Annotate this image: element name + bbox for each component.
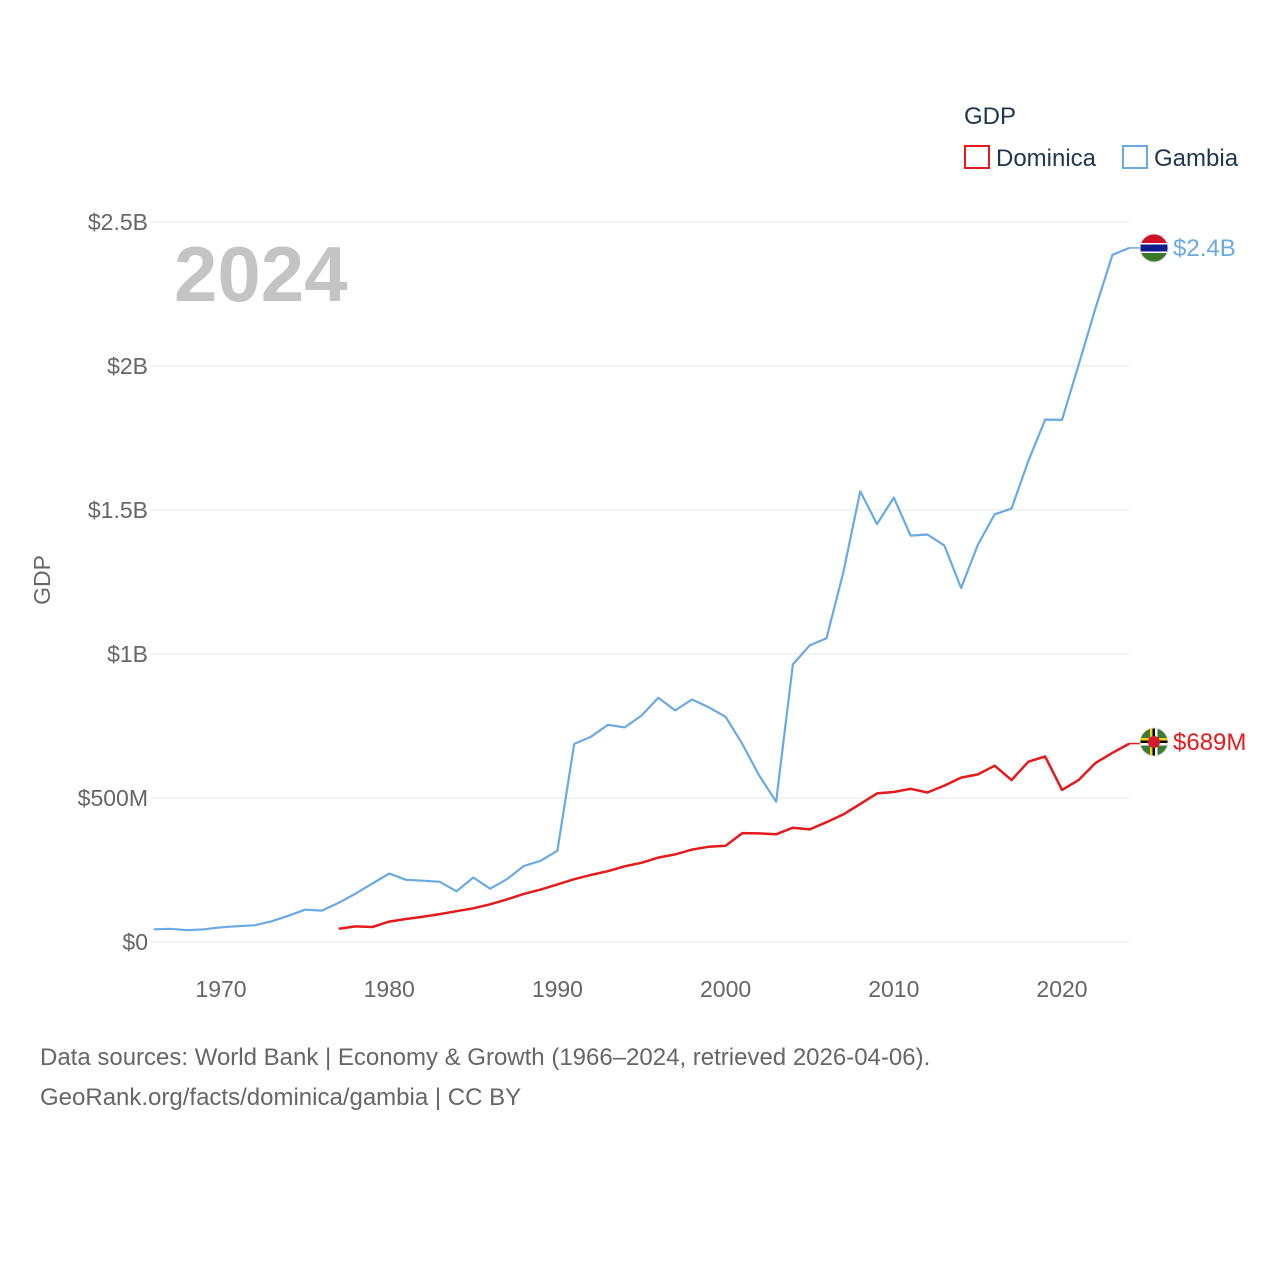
legend: GDP Dominica Gambia [964,103,1239,172]
x-tick-label: 2010 [868,976,919,1002]
legend-item-gambia[interactable]: Gambia [1122,145,1239,172]
legend-item-dominica[interactable]: Dominica [964,145,1097,172]
series-lines [153,246,1140,932]
series-line-dominica[interactable] [338,742,1130,931]
end-marker-dominica: $689M [1139,727,1246,757]
y-tick-label: $0 [122,929,148,955]
year-watermark: 2024 [174,230,348,318]
legend-label-gambia: Gambia [1154,145,1239,172]
series-line-gambia[interactable] [153,246,1130,932]
y-tick-label: $2B [107,353,148,379]
legend-swatch-dominica [964,145,990,169]
y-tick-label: $1.5B [88,497,148,523]
grid-lines [150,221,1129,943]
y-axis-label: GDP [29,555,55,605]
dominica-flag-icon [1140,728,1168,756]
x-axis-ticks: 1970 1980 1990 2000 2010 2020 [195,976,1087,1002]
x-tick-label: 1970 [195,976,246,1002]
footer-credit-line: GeoRank.org/facts/dominica/gambia | CC B… [40,1084,522,1111]
y-tick-label: $1B [107,641,148,667]
x-tick-label: 1980 [364,976,415,1002]
gambia-flag-icon [1140,234,1168,262]
legend-label-dominica: Dominica [996,145,1097,172]
y-tick-label: $2.5B [88,209,148,235]
footer-source-line: Data sources: World Bank | Economy & Gro… [40,1044,931,1071]
y-tick-label: $500M [78,785,148,811]
y-axis-ticks: $0 $500M $1B $1.5B $2B $2.5B [78,209,148,955]
x-tick-label: 1990 [532,976,583,1002]
end-label-dominica: $689M [1173,729,1246,756]
end-marker-gambia: $2.4B [1139,233,1236,263]
x-tick-label: 2020 [1036,976,1087,1002]
legend-title: GDP [964,103,1016,130]
x-tick-label: 2000 [700,976,751,1002]
legend-swatch-gambia [1122,145,1148,169]
end-label-gambia: $2.4B [1173,235,1236,262]
